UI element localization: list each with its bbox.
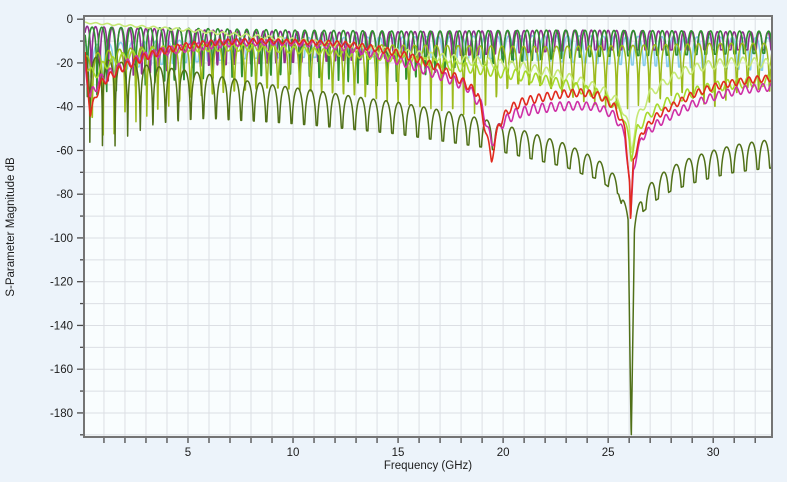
y-tick-label: -160 [50, 364, 73, 376]
axis-ticks [77, 18, 756, 443]
plot-border [83, 15, 773, 438]
y-tick-label: -60 [56, 145, 73, 157]
x-tick-label: 20 [497, 447, 510, 459]
plot-area-bg [84, 16, 772, 437]
trace-magenta-line [84, 38, 772, 216]
data-traces [84, 21, 772, 436]
y-tick-label: -100 [50, 233, 73, 245]
plot-background [84, 16, 772, 437]
trace-red-line [84, 37, 772, 219]
x-tick-label: 10 [287, 447, 300, 459]
y-tick-label: 0 [67, 14, 73, 26]
y-tick-label: -80 [56, 189, 73, 201]
x-tick-label: 30 [707, 447, 720, 459]
y-tick-label: -120 [50, 277, 73, 289]
trace-dark-olive-comb [84, 55, 772, 436]
x-tick-label: 5 [185, 447, 191, 459]
axis-tick-labels: 5 10 15 20 25 30 0 -20 -40 -60 -80 -100 -120 -140 -160… [50, 14, 720, 459]
y-tick-label: -180 [50, 408, 73, 420]
trace-pale-chartreuse-line [84, 21, 772, 154]
y-tick-label: -140 [50, 320, 73, 332]
plot-frame [83, 15, 773, 438]
trace-chartreuse-line [84, 43, 772, 162]
x-tick-label: 15 [392, 447, 405, 459]
x-tick-label: 25 [602, 447, 615, 459]
trace-purple-comb [84, 25, 772, 87]
x-axis-title: Frequency (GHz) [384, 460, 472, 472]
y-axis-title: S-Parameter Magnitude dB [5, 157, 17, 297]
y-tick-label: -20 [56, 58, 73, 70]
y-tick-label: -40 [56, 102, 73, 114]
